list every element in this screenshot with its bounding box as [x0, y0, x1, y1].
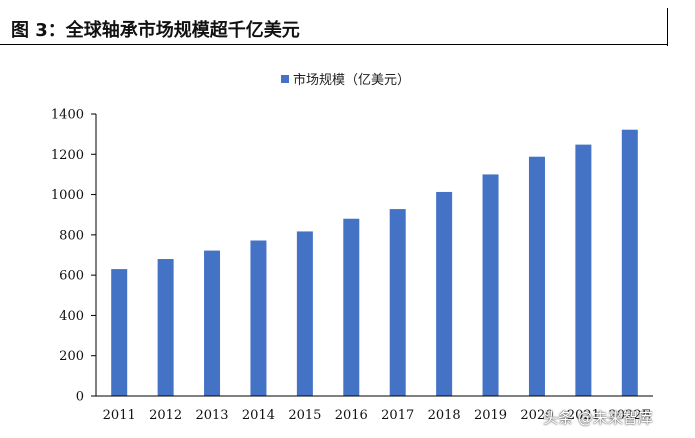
x-tick-label: 2018 [428, 408, 461, 423]
x-tick-label: 2016 [335, 408, 368, 423]
chart-legend: 市场规模（亿美元） [281, 72, 410, 88]
bar-2020 [528, 156, 545, 396]
x-tick-label: 2019 [474, 408, 507, 423]
y-tick-label: 1400 [51, 108, 84, 123]
x-tick-label: 2021 [567, 408, 600, 423]
bar-2017 [389, 209, 406, 396]
watermark: 头条 @未来智库 [543, 409, 653, 427]
title-underline [0, 44, 668, 45]
x-tick-label: 2014 [242, 408, 275, 423]
y-tick-label: 1200 [51, 148, 84, 163]
bar-2015 [296, 231, 313, 396]
title-right-border [667, 8, 668, 46]
bar-2013 [204, 250, 221, 396]
y-tick-label: 200 [59, 349, 84, 364]
bar-2016 [343, 218, 360, 396]
y-axis-ticks: 0 200 400 600 800 1000 1200 1400 [51, 108, 96, 405]
x-tick-label: 2012 [149, 408, 182, 423]
bar-2022E [621, 129, 638, 396]
x-tick-label: 2011 [103, 408, 136, 423]
bar-2014 [250, 240, 267, 396]
legend-label: 市场规模（亿美元） [293, 72, 410, 88]
bar-2011 [111, 269, 128, 396]
x-tick-label: 2022E [609, 408, 652, 423]
x-tick-label: 2015 [288, 408, 321, 423]
x-tick-label: 2013 [195, 408, 228, 423]
y-tick-label: 800 [59, 228, 84, 243]
y-tick-label: 0 [76, 390, 84, 405]
y-tick-label: 1000 [51, 188, 84, 203]
bar-2018 [436, 191, 453, 396]
x-axis-ticks: 2011 2012 2013 2014 2015 2016 2017 2018 2019 2020… [103, 408, 651, 423]
bar-2012 [157, 259, 174, 396]
y-tick-label: 600 [59, 269, 84, 284]
x-tick-label: 2017 [381, 408, 414, 423]
bar-2019 [482, 174, 499, 396]
legend-swatch [281, 75, 289, 83]
figure-title: 图 3：全球轴承市场规模超千亿美元 [11, 20, 300, 41]
y-tick-label: 400 [59, 309, 84, 324]
bar-series [111, 129, 638, 396]
bar-2021 [575, 144, 592, 396]
x-tick-label: 2020 [520, 408, 553, 423]
